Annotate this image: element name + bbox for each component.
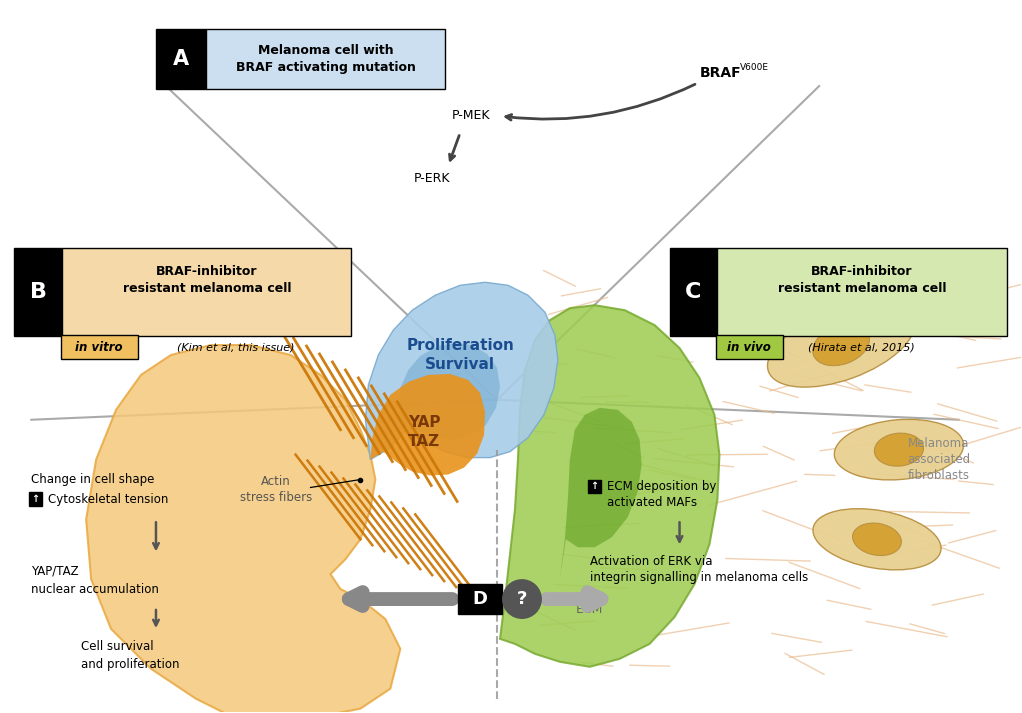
Text: integrin signalling in melanoma cells: integrin signalling in melanoma cells xyxy=(590,570,808,584)
Polygon shape xyxy=(366,282,558,460)
Text: BRAF: BRAF xyxy=(699,66,741,80)
FancyBboxPatch shape xyxy=(458,584,502,614)
Text: V600E: V600E xyxy=(740,63,770,72)
Text: ↑: ↑ xyxy=(32,494,40,504)
Circle shape xyxy=(502,579,542,619)
Text: BRAF-inhibitor
resistant melanoma cell: BRAF-inhibitor resistant melanoma cell xyxy=(778,265,946,295)
Polygon shape xyxy=(500,305,719,667)
Ellipse shape xyxy=(768,303,915,387)
Text: P-MEK: P-MEK xyxy=(452,109,491,123)
Text: and proliferation: and proliferation xyxy=(81,658,180,672)
Text: ECM: ECM xyxy=(576,602,603,615)
Text: nuclear accumulation: nuclear accumulation xyxy=(32,583,159,595)
FancyBboxPatch shape xyxy=(14,248,62,336)
FancyBboxPatch shape xyxy=(717,248,1007,336)
Ellipse shape xyxy=(875,433,924,466)
FancyBboxPatch shape xyxy=(156,29,205,89)
Text: ?: ? xyxy=(517,590,527,608)
Text: in vitro: in vitro xyxy=(76,341,123,354)
Text: B: B xyxy=(30,282,47,302)
FancyBboxPatch shape xyxy=(205,29,446,89)
Text: Proliferation
Survival: Proliferation Survival xyxy=(406,338,514,372)
Polygon shape xyxy=(401,343,500,440)
Polygon shape xyxy=(560,408,642,579)
Text: BRAF-inhibitor
resistant melanoma cell: BRAF-inhibitor resistant melanoma cell xyxy=(123,265,291,295)
Text: (Hirata et al, 2015): (Hirata et al, 2015) xyxy=(807,342,915,352)
Text: Melanoma
associated
fibroblasts: Melanoma associated fibroblasts xyxy=(908,437,971,482)
FancyBboxPatch shape xyxy=(588,480,601,493)
FancyBboxPatch shape xyxy=(61,335,138,359)
Ellipse shape xyxy=(812,324,870,366)
Polygon shape xyxy=(370,374,485,476)
Text: Melanoma cell with
BRAF activating mutation: Melanoma cell with BRAF activating mutat… xyxy=(235,44,416,74)
Ellipse shape xyxy=(834,419,964,480)
Text: in vivo: in vivo xyxy=(728,341,772,354)
Text: A: A xyxy=(173,49,189,69)
Text: P-ERK: P-ERK xyxy=(414,173,451,185)
Text: Actin
stress fibers: Actin stress fibers xyxy=(239,475,312,504)
Ellipse shape xyxy=(852,523,901,555)
FancyBboxPatch shape xyxy=(716,335,783,359)
Text: Activation of ERK via: Activation of ERK via xyxy=(590,555,712,568)
FancyBboxPatch shape xyxy=(669,248,717,336)
Text: Change in cell shape: Change in cell shape xyxy=(32,473,154,486)
Text: YAP
TAZ: YAP TAZ xyxy=(408,415,440,448)
Text: C: C xyxy=(686,282,702,302)
Text: YAP/TAZ: YAP/TAZ xyxy=(32,565,79,578)
Text: Cell survival: Cell survival xyxy=(81,640,153,653)
FancyBboxPatch shape xyxy=(62,248,352,336)
Text: ECM deposition by: ECM deposition by xyxy=(607,480,716,493)
Ellipse shape xyxy=(812,508,941,570)
Text: D: D xyxy=(472,590,487,608)
FancyBboxPatch shape xyxy=(30,493,42,506)
Text: ↑: ↑ xyxy=(590,481,598,491)
Text: activated MAFs: activated MAFs xyxy=(607,496,697,509)
Text: Cytoskeletal tension: Cytoskeletal tension xyxy=(48,493,169,506)
Text: (Kim et al, this issue): (Kim et al, this issue) xyxy=(177,342,294,352)
Polygon shape xyxy=(86,345,401,713)
